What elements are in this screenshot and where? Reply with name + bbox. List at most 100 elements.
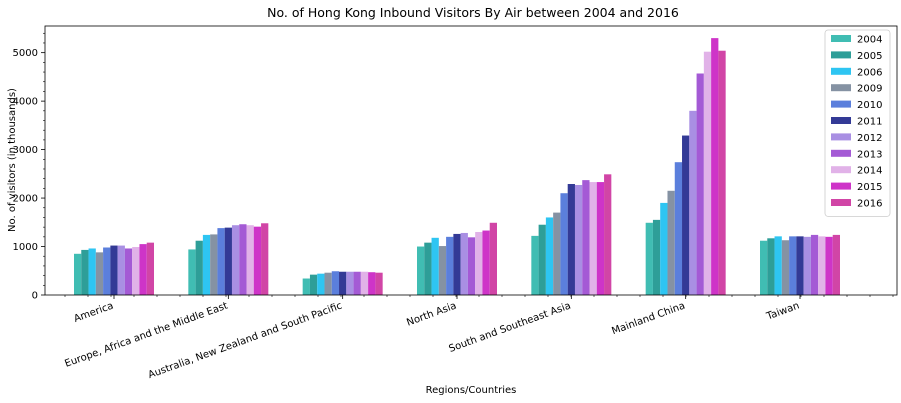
bar-2012-2 — [346, 271, 354, 295]
bar-2014-2 — [360, 271, 369, 295]
bar-2004-5 — [645, 222, 653, 295]
bar-2005-0 — [81, 249, 89, 295]
bar-2013-3 — [467, 237, 476, 295]
bar-2006-2 — [317, 273, 325, 295]
y-tick-label: 1000 — [13, 242, 38, 253]
legend-swatch-2015 — [831, 182, 851, 190]
bar-2004-4 — [531, 235, 539, 295]
bar-2016-4 — [604, 174, 612, 295]
bar-2010-4 — [560, 193, 568, 295]
bar-2005-3 — [424, 242, 432, 295]
bar-2012-0 — [117, 245, 125, 295]
bar-2014-5 — [703, 51, 712, 295]
bar-2009-1 — [210, 234, 218, 295]
bar-2004-2 — [302, 278, 310, 295]
bar-2012-6 — [803, 236, 811, 295]
bar-2013-5 — [696, 73, 704, 295]
bar-2009-2 — [324, 272, 332, 295]
bar-2016-3 — [489, 222, 497, 295]
legend-label-2015: 2015 — [857, 182, 882, 193]
bar-2005-1 — [195, 240, 203, 295]
bar-2004-0 — [74, 253, 82, 295]
bar-2005-6 — [767, 238, 775, 295]
legend: 2004 2005 2006 2009 2010 2011 2012 2013 2014 2015… — [824, 29, 891, 217]
legend-swatch-2012 — [831, 133, 851, 141]
legend-label-2004: 2004 — [857, 35, 882, 46]
bar-2011-0 — [110, 245, 118, 295]
legend-swatch-2013 — [831, 149, 851, 157]
bar-2005-4 — [538, 224, 546, 295]
bar-2012-5 — [689, 110, 697, 295]
bar-2013-1 — [239, 224, 247, 295]
bar-2013-4 — [582, 180, 590, 295]
bar-2010-2 — [331, 271, 340, 295]
y-tick-label: 4000 — [13, 97, 38, 108]
bar-2014-3 — [475, 231, 483, 295]
bar-2014-6 — [818, 236, 826, 295]
bar-2009-6 — [781, 240, 790, 295]
y-axis: 0 1000 2000 3000 4000 5000 — [13, 32, 45, 302]
x-tick-label: North Asia — [405, 300, 458, 328]
bar-2015-5 — [711, 38, 719, 296]
bar-2016-2 — [375, 272, 383, 295]
legend-label-2011: 2011 — [857, 117, 882, 128]
bar-2004-1 — [188, 249, 196, 295]
bar-2011-6 — [796, 236, 804, 295]
bar-2016-5 — [718, 50, 726, 295]
bar-2006-4 — [545, 217, 554, 295]
bar-2015-0 — [139, 244, 147, 295]
bar-2009-0 — [95, 252, 104, 295]
bar-2011-1 — [224, 227, 232, 295]
x-axis-label: Regions/Countries — [426, 385, 517, 396]
plot-area-frame — [44, 25, 898, 296]
legend-swatch-2014 — [831, 166, 851, 174]
bar-2004-6 — [760, 240, 768, 295]
bar-2010-1 — [217, 228, 225, 295]
bar-2010-0 — [103, 247, 111, 295]
legend-swatch-2004 — [831, 35, 851, 42]
bar-2012-1 — [231, 225, 240, 295]
legend-label-2014: 2014 — [857, 166, 882, 177]
bar-2011-5 — [682, 135, 690, 295]
bar-2012-3 — [460, 232, 468, 295]
chart-title: No. of Hong Kong Inbound Visitors By Air… — [267, 5, 679, 20]
legend-label-2016: 2016 — [857, 199, 882, 210]
bar-2013-2 — [353, 271, 361, 295]
bar-2016-6 — [832, 234, 840, 295]
legend-swatch-2005 — [831, 51, 851, 59]
x-tick-label: America — [73, 300, 116, 324]
bar-2011-2 — [339, 271, 347, 295]
bar-2005-5 — [652, 219, 661, 295]
y-tick-label: 3000 — [13, 145, 38, 156]
legend-swatch-2010 — [831, 100, 851, 108]
bar-2006-6 — [774, 236, 782, 295]
x-tick-label: South and Southeast Asia — [448, 300, 573, 354]
bar-2009-4 — [553, 212, 561, 295]
bar-2013-6 — [810, 234, 819, 295]
bar-2011-3 — [453, 233, 461, 295]
legend-label-2009: 2009 — [857, 84, 882, 95]
bar-2016-0 — [146, 242, 154, 295]
bar-2010-5 — [674, 162, 683, 295]
bar-2006-5 — [660, 202, 668, 295]
y-axis-label: No. of visitors (in thousands) — [7, 88, 18, 232]
bar-2006-1 — [202, 234, 211, 295]
legend-swatch-2009 — [831, 84, 851, 92]
bar-2006-3 — [431, 237, 439, 295]
bar-2015-2 — [368, 272, 376, 295]
legend-label-2005: 2005 — [857, 51, 882, 62]
bar-2010-6 — [789, 236, 797, 295]
bar-2004-3 — [417, 246, 425, 295]
bar-2014-0 — [132, 247, 140, 295]
bar-2015-1 — [253, 226, 262, 295]
y-tick-label: 5000 — [13, 48, 38, 59]
bars-layer — [74, 38, 840, 296]
legend-label-2006: 2006 — [857, 67, 882, 78]
bar-2009-3 — [438, 246, 447, 295]
legend-label-2010: 2010 — [857, 100, 882, 111]
bar-2010-3 — [446, 236, 454, 295]
bar-2016-1 — [261, 223, 269, 295]
bar-2005-2 — [309, 274, 318, 295]
